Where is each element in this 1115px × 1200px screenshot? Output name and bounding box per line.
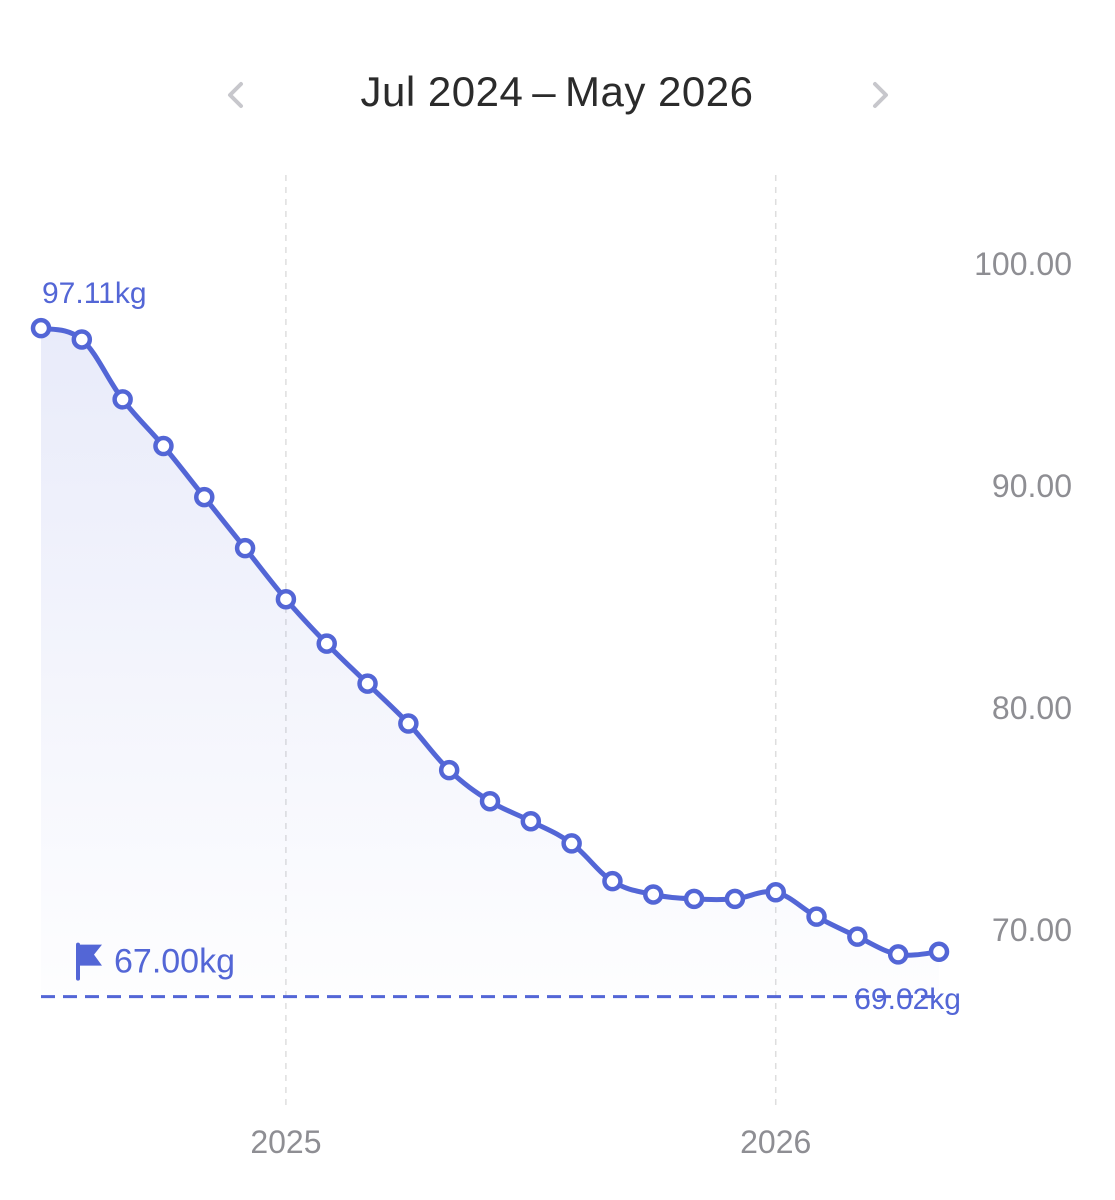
data-point[interactable] <box>479 790 501 812</box>
data-labels: 97.11kg 69.02kg <box>42 277 961 1016</box>
data-point[interactable] <box>602 870 623 892</box>
data-point[interactable] <box>438 759 460 781</box>
area-shape <box>41 328 939 997</box>
data-point[interactable] <box>194 486 215 508</box>
first-point-label: 97.11kg <box>42 277 147 310</box>
data-point[interactable] <box>887 944 909 965</box>
data-point[interactable] <box>683 888 705 910</box>
last-point-label: 69.02kg <box>854 983 961 1016</box>
y-tick-label: 100.00 <box>974 246 1072 282</box>
data-point[interactable] <box>71 329 93 350</box>
data-point[interactable] <box>153 435 174 457</box>
x-tick-label: 2025 <box>250 1124 321 1160</box>
data-point[interactable] <box>30 317 52 339</box>
y-axis-ticks: 100.00 90.00 80.00 70.00 <box>974 246 1072 948</box>
previous-period-button[interactable] <box>216 70 256 120</box>
data-point[interactable] <box>398 713 419 734</box>
data-point[interactable] <box>112 389 133 410</box>
next-period-button[interactable] <box>860 70 900 120</box>
y-tick-label: 80.00 <box>992 690 1072 726</box>
y-tick-label: 70.00 <box>992 912 1072 948</box>
data-point[interactable] <box>275 588 297 610</box>
y-tick-label: 90.00 <box>992 468 1072 504</box>
data-point[interactable] <box>561 833 582 854</box>
data-point[interactable] <box>234 537 256 559</box>
data-point[interactable] <box>928 941 950 963</box>
goal-line-group: 67.00kg <box>41 942 939 999</box>
flag-icon <box>76 942 102 981</box>
chevron-right-icon <box>873 82 888 108</box>
data-point[interactable] <box>724 888 746 910</box>
data-point[interactable] <box>316 633 337 654</box>
data-point[interactable] <box>765 882 786 903</box>
area-fill <box>41 328 939 997</box>
data-point[interactable] <box>643 884 664 905</box>
data-point[interactable] <box>357 673 378 694</box>
goal-label: 67.00kg <box>114 943 235 981</box>
data-point[interactable] <box>806 906 827 927</box>
x-axis-ticks: 2025 2026 <box>250 1124 811 1160</box>
data-points <box>30 317 950 965</box>
data-point[interactable] <box>847 926 868 947</box>
data-point[interactable] <box>520 810 542 832</box>
x-tick-label: 2026 <box>740 1124 811 1160</box>
chevron-left-icon <box>228 82 243 108</box>
date-range-title: Jul 2024 – May 2026 <box>360 68 754 115</box>
chart-header: Jul 2024 – May 2026 <box>0 60 1115 130</box>
